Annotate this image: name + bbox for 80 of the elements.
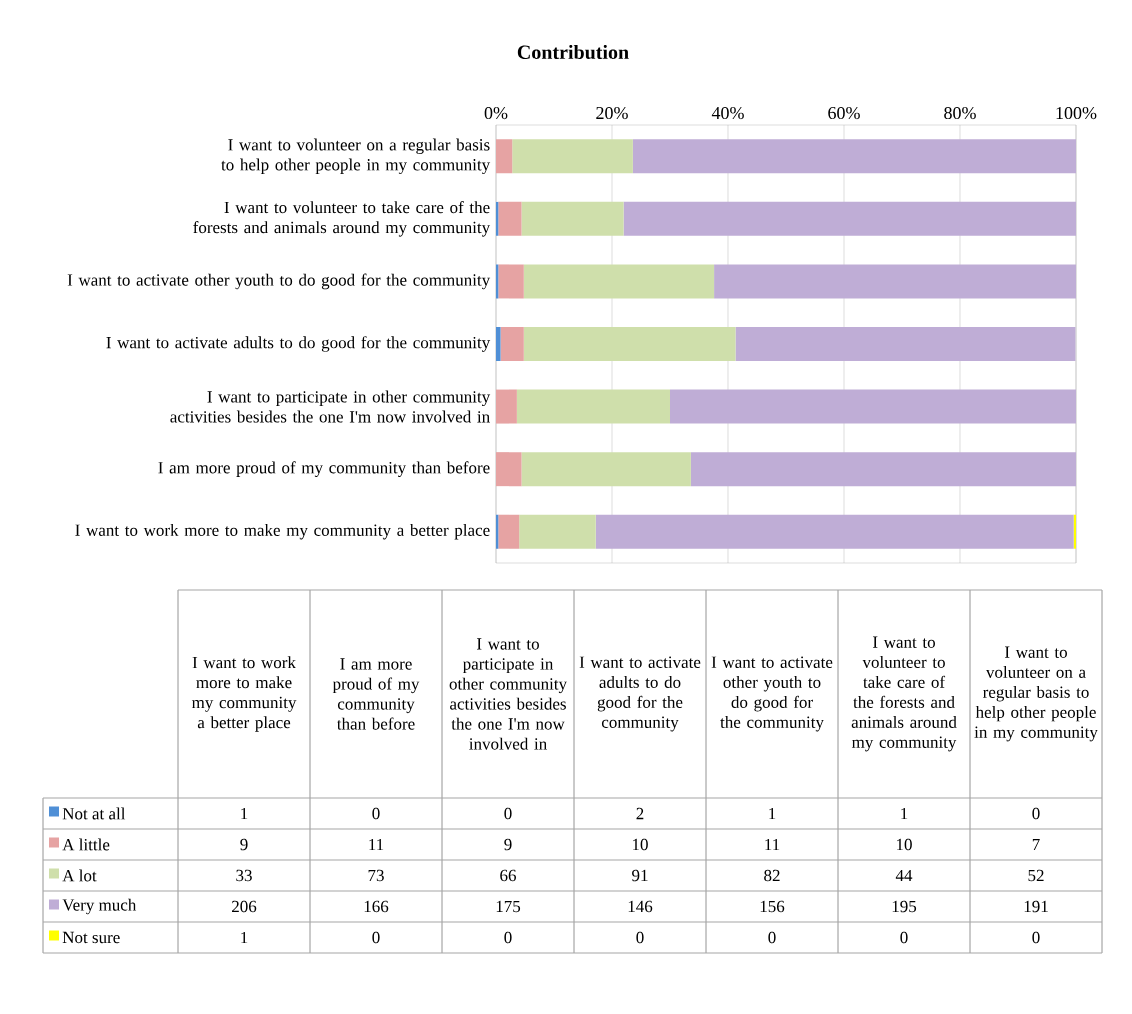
category-label: I want to volunteer on a regular basis to help other people in my community [974, 646, 1098, 742]
bar [595, 514, 1074, 549]
y-tick-label: I am more proud of my community than before [158, 461, 490, 477]
data-label: 0 [504, 807, 512, 820]
bar [496, 139, 513, 174]
data-label: 91 [632, 869, 648, 882]
data-label: 0 [768, 931, 776, 944]
y-tick-label: I want to activate other youth to do good for the community [67, 273, 491, 290]
data-label: 1 [241, 807, 248, 820]
data-label: 1 [241, 931, 248, 944]
data-label: 191 [1024, 900, 1048, 913]
bar [632, 139, 1076, 174]
data-label: 2 [636, 807, 644, 820]
y-tick-label: I want to volunteer to take care of the forests and animals around my community [193, 201, 491, 237]
bar [496, 452, 522, 487]
legend-label: Very much [62, 898, 137, 915]
data-label: 82 [764, 869, 780, 882]
bar [523, 264, 715, 299]
data-label: 175 [496, 900, 521, 913]
y-tick-label: I want to work more to make my community a better place [75, 523, 490, 540]
data-label: 0 [900, 931, 908, 944]
y-tick-label: I want to participate in other community activities besides the one I'm now involved in [170, 390, 491, 423]
x-tick-label: 0% [484, 106, 508, 120]
y-tick-label: I want to volunteer on a regular basis to help other people in my community [221, 138, 491, 175]
data-label: 166 [364, 900, 389, 913]
legend-label: Not sure [62, 931, 120, 944]
x-tick-label: 20% [596, 106, 628, 120]
bar [500, 327, 524, 362]
data-label: 73 [368, 869, 384, 882]
x-tick-label: 60% [828, 106, 860, 120]
data-label: 156 [760, 900, 785, 913]
data-label: 11 [369, 838, 384, 851]
data-label: 10 [633, 838, 648, 851]
bar [623, 201, 1076, 236]
data-label: 7 [1032, 838, 1040, 851]
bar [521, 201, 624, 236]
bar [714, 264, 1076, 299]
bar [690, 452, 1076, 487]
category-label: I want to participate in other community activities besides the one I'm now involved in [449, 638, 567, 750]
chart-title: Contribution [517, 44, 629, 60]
data-label: 52 [1028, 869, 1044, 882]
data-label: 0 [636, 931, 644, 944]
data-label: 66 [500, 869, 517, 882]
data-label: 9 [240, 838, 248, 851]
data-label: 1 [769, 807, 776, 820]
data-label: 146 [628, 900, 653, 913]
category-label: I want to activate adults to do good for the community [579, 656, 701, 732]
data-label: 10 [897, 838, 912, 851]
data-label: 0 [372, 807, 380, 820]
data-label: 0 [1032, 807, 1040, 820]
x-tick-label: 80% [944, 106, 976, 120]
bar [498, 514, 520, 549]
x-tick-label: 40% [711, 106, 744, 120]
bar [670, 389, 1076, 424]
bar [521, 452, 691, 487]
data-label: 1 [901, 807, 908, 820]
data-label: 0 [372, 931, 380, 944]
data-label: 195 [892, 900, 917, 913]
bar [498, 264, 524, 299]
data-label: 0 [1032, 931, 1040, 944]
legend-label: Not at all [62, 807, 126, 820]
bar [735, 327, 1076, 362]
bar [516, 389, 670, 424]
category-label: I want to volunteer to take care of the forests and animals around my community [851, 636, 957, 752]
bar [519, 514, 596, 549]
legend-label: A little [62, 838, 110, 851]
legend-label: A lot [62, 869, 97, 882]
data-label: 33 [236, 869, 252, 882]
bar [512, 139, 633, 174]
data-label: 206 [232, 900, 257, 913]
data-label: 11 [765, 838, 780, 851]
bar [498, 201, 522, 236]
bar [496, 389, 517, 424]
data-label: 9 [504, 838, 512, 851]
bar [523, 327, 736, 362]
y-tick-label: I want to activate adults to do good for the community [106, 336, 491, 352]
data-label: 44 [895, 869, 913, 882]
category-label: I want to activate other youth to do good for the community [711, 656, 833, 732]
data-label: 0 [504, 931, 512, 944]
x-tick-label: 100% [1056, 106, 1097, 120]
